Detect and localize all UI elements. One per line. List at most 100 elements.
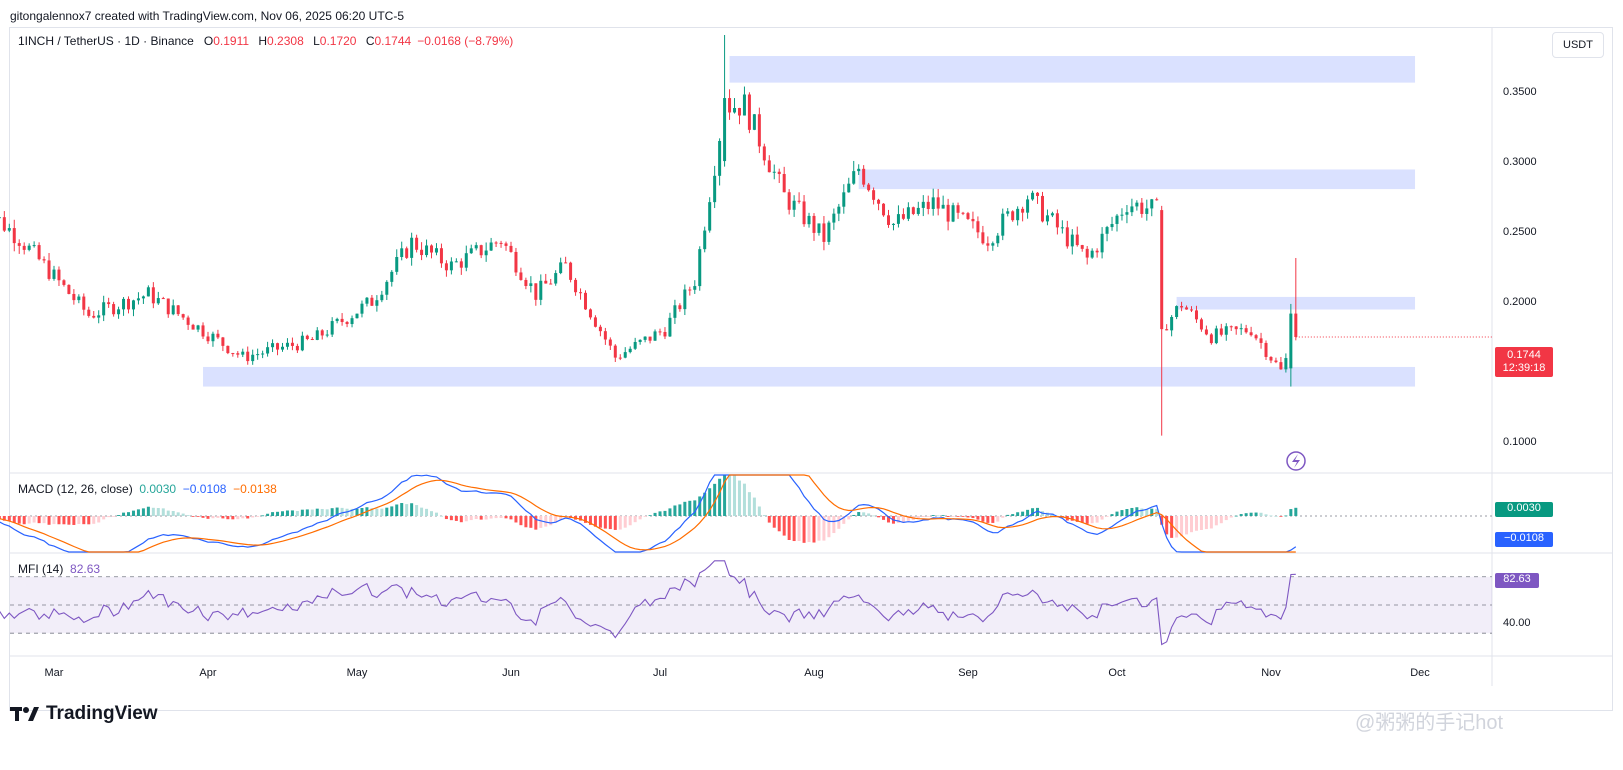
macd-histogram-bar <box>782 516 786 536</box>
macd-histogram-bar <box>916 516 920 519</box>
macd-histogram-bar <box>549 516 553 526</box>
candle-body <box>420 249 424 256</box>
candle-body <box>1026 199 1030 213</box>
x-tick-label: Oct <box>1108 667 1125 679</box>
macd-histogram-bar <box>638 516 642 520</box>
candle-body <box>1254 335 1258 339</box>
macd-histogram-bar <box>102 516 106 520</box>
macd-histogram-bar <box>489 516 493 519</box>
macd-histogram-bar <box>310 509 314 516</box>
macd-histogram-bar <box>951 516 955 517</box>
candle-body <box>1016 208 1020 221</box>
supply-demand-zone <box>729 56 1416 83</box>
tradingview-logo-icon <box>10 707 39 721</box>
macd-histogram-bar <box>862 512 866 516</box>
candle-body <box>613 345 617 358</box>
macd-histogram-bar <box>122 512 126 516</box>
macd-histogram-bar <box>847 516 851 520</box>
macd-signal-value: −0.0138 <box>233 482 277 496</box>
macd-histogram-bar <box>633 516 637 523</box>
macd-histogram-bar <box>777 516 781 532</box>
macd-histogram-bar <box>57 516 61 525</box>
candle-body <box>534 283 538 300</box>
candle-body <box>1085 248 1089 258</box>
candle-body <box>772 171 776 173</box>
y-tick-label: 0.3500 <box>1503 86 1537 98</box>
candle-body <box>569 262 573 280</box>
x-tick-label: May <box>347 667 368 679</box>
macd-histogram-bar <box>588 516 592 525</box>
candle-body <box>574 279 578 293</box>
macd-histogram-bar <box>877 516 881 518</box>
candle-body <box>32 245 36 247</box>
candle-body <box>683 289 687 310</box>
candle-body <box>588 309 592 318</box>
macd-histogram-bar <box>1070 516 1074 521</box>
candle-body <box>211 333 215 342</box>
last-price-value: 0.1744 <box>1507 349 1541 361</box>
macd-histogram-bar <box>981 516 985 522</box>
macd-histogram-bar <box>2 516 6 521</box>
macd-histogram-bar <box>395 504 399 516</box>
candle-body <box>1160 210 1164 330</box>
candle-body <box>449 261 453 271</box>
candle-body <box>2 217 6 231</box>
macd-histogram-bar <box>1214 516 1218 526</box>
macd-histogram-bar <box>797 516 801 541</box>
candle-body <box>330 321 334 335</box>
currency-unit-button[interactable]: USDT <box>1552 32 1604 58</box>
mfi-line <box>0 560 1296 646</box>
candle-body <box>360 303 364 314</box>
macd-histogram-bar <box>787 516 791 540</box>
candle-body <box>315 330 319 340</box>
candle-body <box>52 269 56 279</box>
low-value: 0.1720 <box>319 34 357 48</box>
macd-histogram-bar <box>598 516 602 528</box>
candle-body <box>1165 329 1169 331</box>
macd-legend: MACD (12, 26, close) 0.0030 −0.0108 −0.0… <box>18 482 277 496</box>
macd-histogram-bar <box>1130 507 1134 516</box>
macd-line <box>0 474 1297 553</box>
macd-histogram-bar <box>474 516 478 519</box>
macd-histogram-bar <box>961 516 965 517</box>
candle-body <box>310 338 314 340</box>
macd-histogram-bar <box>256 516 260 517</box>
macd-histogram-bar <box>107 516 111 518</box>
candle-body <box>1214 328 1218 344</box>
macd-histogram-bar <box>1026 509 1030 516</box>
candle-body <box>668 317 672 337</box>
candle-body <box>206 336 210 342</box>
macd-histogram-bar <box>131 510 135 516</box>
macd-histogram-bar <box>1289 509 1293 516</box>
candle-body <box>320 330 324 336</box>
macd-histogram-bar <box>246 516 250 519</box>
macd-histogram-bar <box>648 515 652 516</box>
macd-histogram-bar <box>181 513 185 516</box>
candle-body <box>221 337 225 346</box>
candle-body <box>757 114 761 147</box>
macd-histogram-bar <box>693 500 697 516</box>
macd-histogram-bar <box>1194 516 1198 531</box>
candle-body <box>1135 202 1139 207</box>
macd-histogram-bar <box>668 508 672 516</box>
candle-body <box>459 261 463 268</box>
candle-body <box>1125 212 1129 215</box>
macd-histogram-bar <box>842 516 846 524</box>
macd-histogram-bar <box>77 516 81 524</box>
macd-histogram-bar <box>1180 516 1184 537</box>
macd-histogram-bar <box>593 516 597 527</box>
candle-body <box>837 206 841 214</box>
candle-body <box>1021 208 1025 213</box>
macd-histogram-bar <box>1229 516 1233 518</box>
candle-body <box>931 197 935 209</box>
candle-body <box>439 248 443 264</box>
candle-body <box>385 281 389 295</box>
candle-body <box>434 248 438 253</box>
macd-histogram-bar <box>1090 516 1094 524</box>
candle-body <box>340 318 344 323</box>
macd-histogram-bar <box>47 516 51 525</box>
macd-histogram-bar <box>658 511 662 516</box>
macd-histogram-bar <box>191 516 195 517</box>
macd-histogram-bar <box>390 506 394 516</box>
